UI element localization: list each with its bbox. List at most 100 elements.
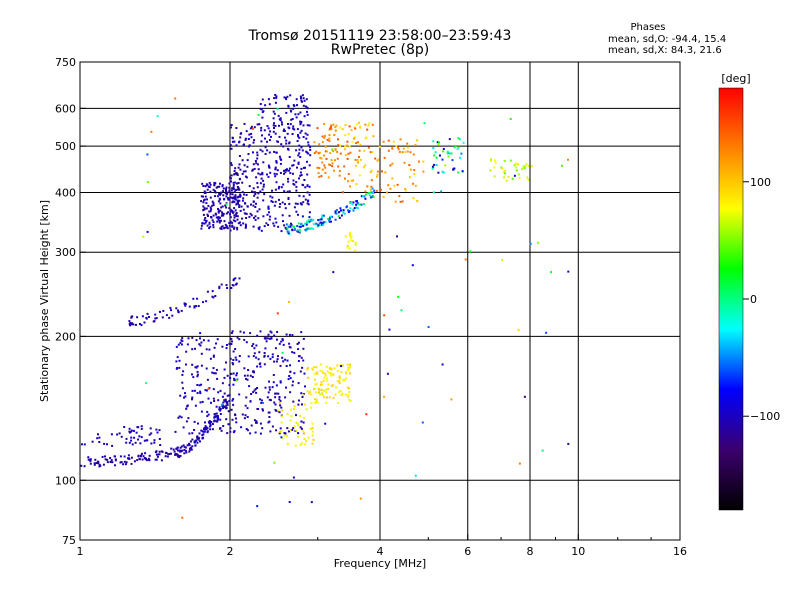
scatter-point (259, 173, 262, 176)
scatter-point (231, 340, 233, 343)
scatter-point (388, 328, 391, 331)
scatter-point (334, 126, 337, 129)
scatter-point (202, 213, 205, 216)
scatter-point (238, 188, 241, 191)
scatter-point (302, 337, 305, 340)
scatter-point (284, 358, 287, 361)
scatter-point (154, 317, 157, 320)
scatter-point (355, 206, 358, 209)
scatter-point (232, 279, 235, 282)
scatter-point (221, 405, 224, 408)
scatter-point (324, 221, 327, 224)
scatter-point (273, 360, 276, 363)
scatter-point (225, 406, 228, 409)
scatter-point (320, 381, 323, 384)
scatter-point (315, 391, 318, 394)
scatter-point (432, 191, 435, 194)
scatter-point (336, 364, 339, 367)
scatter-point (273, 150, 276, 153)
scatter-point (279, 399, 282, 402)
scatter-point (238, 393, 241, 396)
scatter-point (250, 125, 253, 128)
scatter-point (275, 173, 278, 176)
scatter-point (306, 184, 309, 187)
scatter-point (207, 397, 210, 400)
scatter-point (212, 388, 215, 391)
scatter-point (304, 105, 307, 108)
scatter-point (184, 395, 187, 398)
scatter-point (279, 364, 282, 367)
scatter-point (462, 141, 465, 144)
scatter-point (344, 177, 346, 180)
scatter-point (300, 223, 303, 225)
scatter-point (125, 441, 128, 444)
scatter-point (261, 427, 264, 430)
scatter-point (123, 460, 126, 463)
scatter-point (204, 221, 207, 224)
scatter-point (261, 171, 264, 174)
scatter-point (158, 453, 161, 456)
scatter-point (230, 162, 233, 165)
scatter-point (501, 259, 504, 262)
scatter-point (205, 202, 208, 205)
scatter-point (248, 215, 251, 218)
scatter-point (322, 214, 325, 217)
scatter-point (205, 367, 208, 370)
scatter-point (175, 360, 178, 363)
scatter-point (275, 181, 278, 184)
scatter-point (268, 139, 271, 142)
scatter-point (376, 159, 379, 162)
scatter-point (142, 455, 145, 458)
scatter-point (307, 144, 310, 147)
scatter-point (203, 222, 206, 225)
scatter-point (276, 358, 279, 361)
scatter-point (211, 428, 214, 431)
scatter-point (284, 203, 286, 206)
scatter-point (267, 127, 270, 130)
scatter-point (186, 444, 189, 447)
scatter-point (300, 331, 303, 334)
scatter-point (156, 115, 159, 118)
scatter-point (328, 128, 331, 131)
scatter-point (235, 144, 238, 147)
scatter-point (205, 300, 208, 303)
scatter-point (264, 104, 267, 107)
scatter-point (198, 437, 201, 440)
scatter-point (253, 126, 256, 129)
scatter-point (261, 98, 264, 101)
scatter-point (281, 123, 283, 126)
y-tick-label: 600 (55, 102, 76, 115)
scatter-point (232, 398, 235, 401)
scatter-point (348, 247, 351, 250)
scatter-point (118, 432, 121, 435)
scatter-point (442, 150, 445, 153)
scatter-point (347, 132, 350, 135)
scatter-point (295, 429, 298, 432)
scatter-point (232, 363, 235, 366)
scatter-point (442, 148, 445, 150)
scatter-point (203, 198, 206, 201)
scatter-point (325, 157, 328, 160)
scatter-point (306, 160, 308, 163)
scatter-point (244, 202, 246, 205)
scatter-point (180, 343, 183, 346)
scatter-point (217, 218, 220, 221)
scatter-point (208, 181, 211, 184)
scatter-point (290, 415, 293, 418)
scatter-point (309, 154, 312, 157)
scatter-point (256, 334, 259, 337)
scatter-point (338, 377, 341, 380)
scatter-point (223, 197, 226, 200)
scatter-point (213, 346, 216, 349)
scatter-point (252, 200, 255, 203)
scatter-point (350, 239, 353, 242)
scatter-point (349, 185, 352, 188)
scatter-point (253, 389, 256, 392)
scatter-point (334, 218, 337, 221)
scatter-point (437, 171, 440, 174)
scatter-point (273, 461, 276, 464)
scatter-point (243, 164, 246, 167)
scatter-point (242, 331, 245, 334)
scatter-point (246, 407, 249, 410)
